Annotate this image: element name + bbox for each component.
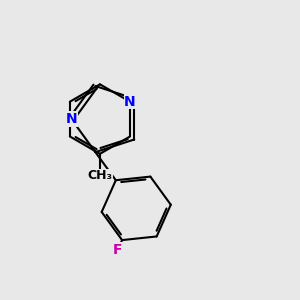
Text: N: N [124, 95, 136, 109]
Text: CH₃: CH₃ [87, 169, 112, 182]
Text: N: N [66, 112, 77, 126]
Text: F: F [113, 242, 123, 256]
